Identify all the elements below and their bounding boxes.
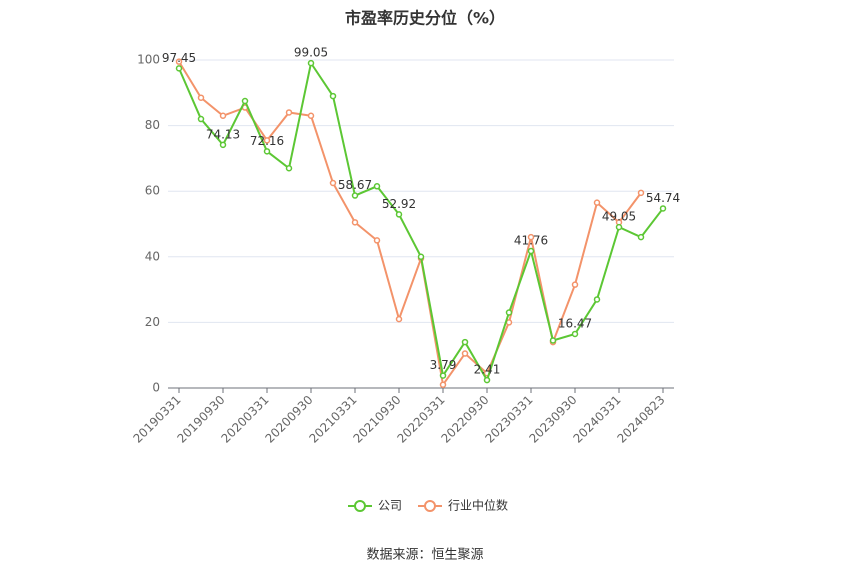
point (461, 338, 469, 346)
y-tick-label: 0 (152, 381, 160, 395)
value-label: 2.41 (474, 363, 501, 377)
y-tick-label: 20 (145, 315, 160, 329)
point (351, 192, 359, 199)
point (197, 115, 205, 123)
point (307, 59, 315, 67)
value-label: 58.67 (338, 178, 372, 192)
value-label: 41.76 (514, 234, 548, 248)
point (241, 97, 249, 105)
value-label: 97.45 (162, 51, 196, 65)
point (637, 189, 645, 197)
point (351, 219, 359, 226)
value-label: 52.92 (382, 197, 416, 211)
point (175, 58, 183, 65)
point (307, 112, 315, 120)
point (329, 179, 337, 187)
point (571, 330, 579, 338)
chart-title: 市盈率历史分位（%） (345, 9, 505, 28)
value-label: 54.74 (646, 191, 680, 205)
legend-label: 行业中位数 (448, 498, 508, 513)
point (263, 137, 271, 144)
point (219, 112, 227, 120)
point (505, 309, 513, 316)
point (439, 381, 447, 388)
point (527, 233, 535, 241)
point (395, 315, 403, 323)
point (395, 211, 403, 218)
value-label: 3.79 (430, 358, 457, 372)
legend-marker (424, 500, 436, 512)
legend-marker (354, 500, 366, 512)
point (593, 296, 601, 303)
value-label: 16.47 (558, 316, 592, 330)
point (329, 92, 337, 100)
point (285, 109, 293, 116)
point (219, 141, 227, 149)
y-tick-label: 60 (145, 184, 160, 198)
point (175, 65, 183, 72)
point (527, 247, 535, 255)
point (483, 376, 491, 384)
point (571, 281, 579, 288)
point (439, 372, 447, 379)
point (637, 233, 645, 241)
point (593, 199, 601, 206)
series-line (178, 60, 664, 383)
point (615, 223, 623, 231)
point (549, 337, 557, 344)
y-tick-label: 100 (137, 53, 160, 67)
point (461, 350, 469, 357)
source-note: 数据来源：恒生聚源 (366, 548, 483, 563)
y-tick-label: 80 (145, 118, 160, 132)
point (373, 183, 381, 190)
x-tick-label: 20240823 (615, 393, 668, 446)
point (659, 205, 667, 212)
legend-label: 公司 (378, 499, 402, 513)
point (197, 94, 205, 101)
value-label: 49.05 (602, 210, 636, 224)
value-label: 74.13 (206, 127, 240, 141)
y-tick-label: 40 (145, 249, 160, 263)
point (417, 253, 425, 261)
point (373, 237, 381, 244)
value-label: 99.05 (294, 46, 328, 60)
point (263, 148, 271, 155)
point (285, 164, 293, 172)
value-label: 72.16 (250, 134, 284, 148)
